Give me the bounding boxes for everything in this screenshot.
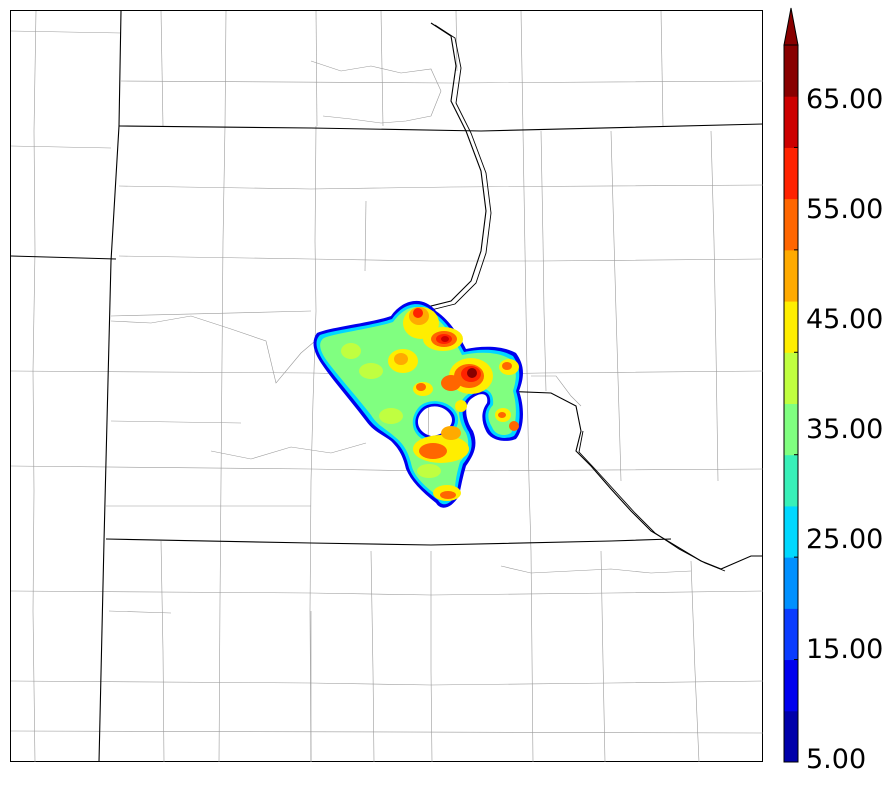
colorbar-segment <box>784 301 798 353</box>
colorbar-extend-arrow <box>783 7 799 46</box>
colorbar-segment <box>784 403 798 456</box>
colorbar-label: 15.00 <box>806 634 884 665</box>
colorbar-segment <box>784 45 798 97</box>
colorbar <box>783 7 799 763</box>
colorbar-label: 35.00 <box>806 414 884 445</box>
colorbar-segment <box>784 147 798 200</box>
colorbar-label: 55.00 <box>806 194 884 225</box>
colorbar-segment <box>784 557 798 609</box>
colorbar-label: 65.00 <box>806 84 884 115</box>
colorbar-segment <box>784 96 798 148</box>
echo-cores <box>341 307 519 501</box>
colorbar-segment <box>784 352 798 404</box>
colorbar-label: 5.00 <box>806 744 867 775</box>
colorbar-segment <box>784 659 798 712</box>
county-lines <box>11 11 763 762</box>
map-panel <box>10 10 763 762</box>
colorbar-label: 25.00 <box>806 524 884 555</box>
colorbar-segment <box>784 608 798 661</box>
map-canvas <box>11 11 763 762</box>
colorbar-segment <box>784 505 798 558</box>
colorbar-outline <box>783 44 799 763</box>
colorbar-segment <box>784 249 798 302</box>
colorbar-segment <box>784 454 798 507</box>
reflectivity-field <box>313 300 523 508</box>
colorbar-label: 45.00 <box>806 304 884 335</box>
colorbar-segment <box>784 198 798 251</box>
colorbar-segment <box>784 710 798 763</box>
